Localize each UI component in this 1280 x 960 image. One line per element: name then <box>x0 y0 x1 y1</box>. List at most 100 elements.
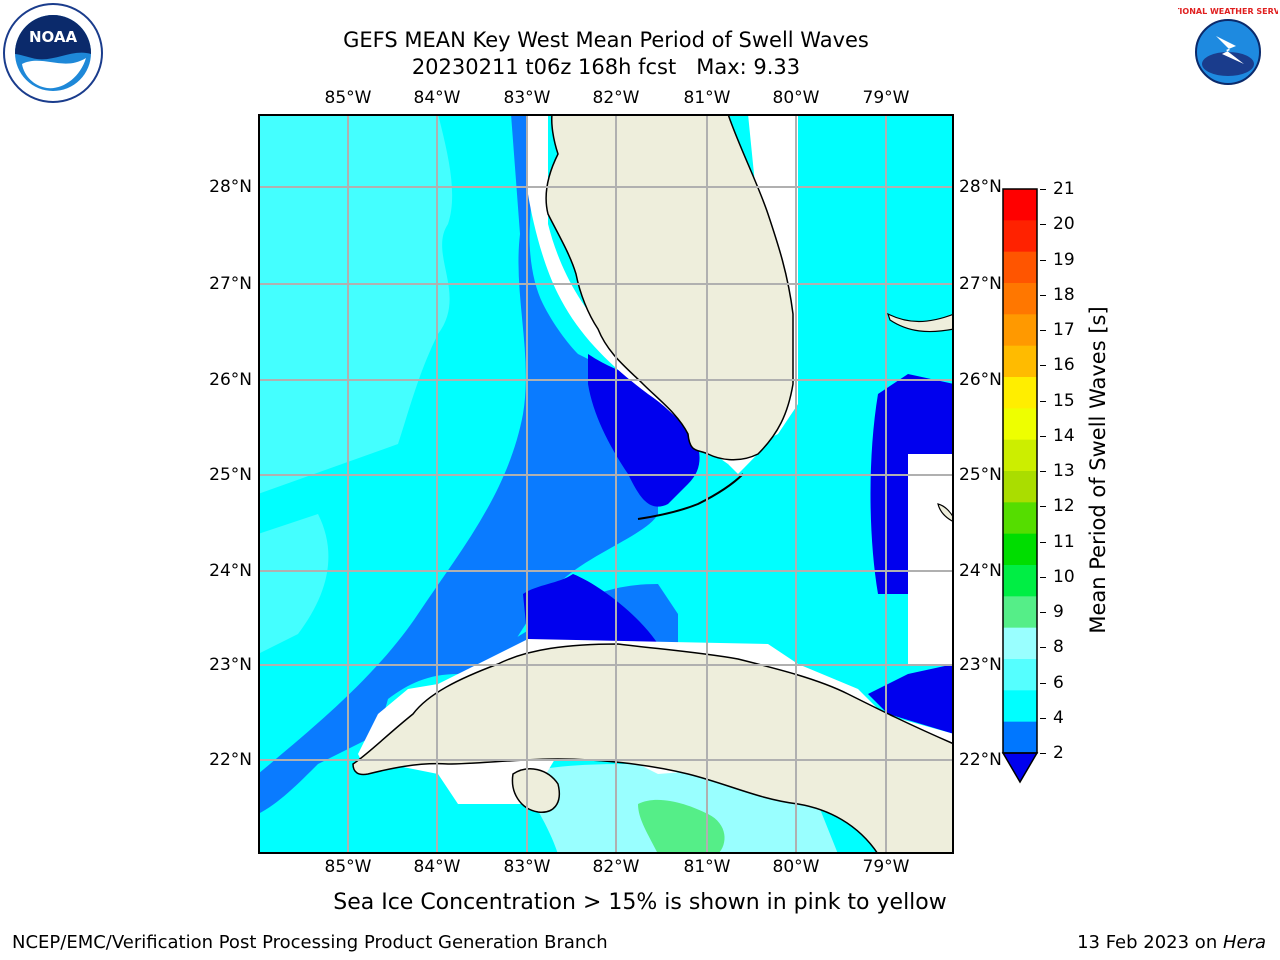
lat-label-right: 26°N <box>959 370 1002 390</box>
lon-label-top: 85°W <box>324 88 372 108</box>
colorbar-tick-mark <box>1040 365 1046 367</box>
footer-branch: NCEP/EMC/Verification Post Processing Pr… <box>12 932 608 953</box>
colorbar-swatch <box>1003 690 1037 723</box>
colorbar-tick-mark <box>1040 682 1046 684</box>
florida-keys <box>637 473 744 520</box>
colorbar-tick-mark <box>1040 330 1046 331</box>
colorbar-swatch <box>1003 314 1037 347</box>
colorbar-swatch <box>1003 533 1037 566</box>
florida-land <box>545 113 794 461</box>
lon-label-bottom: 79°W <box>862 857 910 877</box>
footer-date: 13 Feb 2023 on Hera <box>1077 932 1266 953</box>
colorbar-tick-label: 16 <box>1053 355 1075 376</box>
lat-label-right: 22°N <box>959 750 1002 770</box>
colorbar-tick-label: 6 <box>1053 672 1064 693</box>
colorbar-tick-label: 17 <box>1053 320 1075 340</box>
lon-label-top: 82°W <box>592 88 640 108</box>
colorbar-swatch <box>1003 377 1037 409</box>
colorbar-swatch <box>1003 721 1037 754</box>
colorbar-swatch <box>1003 220 1037 253</box>
lon-label-bottom: 84°W <box>413 857 461 877</box>
nws-logo: NATIONAL WEATHER SERVICE <box>1162 2 1280 102</box>
lat-label-left: 28°N <box>209 177 252 197</box>
swell-band-darkblue-central <box>523 574 658 644</box>
colorbar-swatch <box>1003 659 1037 691</box>
colorbar-tick-mark <box>1040 612 1046 613</box>
title-line-2: 20230211 t06z 168h fcst Max: 9.33 <box>411 55 801 79</box>
swell-band-darkblue-bahamas <box>870 374 954 594</box>
colorbar-tick-mark <box>1040 224 1046 226</box>
lat-label-left: 22°N <box>209 750 252 770</box>
colorbar-tick-label: 8 <box>1053 637 1064 658</box>
footer-host: Hera <box>1222 932 1266 953</box>
noaa-logo-text: NOAA <box>29 28 78 46</box>
colorbar-tick-label: 20 <box>1053 214 1075 235</box>
colorbar-swatch <box>1003 471 1037 503</box>
lon-label-top: 84°W <box>413 88 461 108</box>
colorbar-tick-label: 13 <box>1053 461 1075 481</box>
colorbar-tick-label: 19 <box>1053 249 1075 270</box>
noaa-logo: NOAA <box>2 2 104 104</box>
colorbar-tick-label: 15 <box>1053 390 1075 411</box>
footer-date-text: 13 Feb 2023 on <box>1077 932 1223 953</box>
colorbar-tick-mark <box>1040 294 1046 296</box>
lon-label-bottom: 80°W <box>772 857 820 877</box>
isla-juventud <box>511 768 560 813</box>
swell-band-light-west <box>258 114 453 494</box>
lon-label-bottom: 81°W <box>683 857 731 877</box>
lat-label-left: 25°N <box>209 465 252 485</box>
lat-label-left: 23°N <box>209 655 252 675</box>
nws-logo-text: NATIONAL WEATHER SERVICE <box>1178 7 1278 16</box>
swell-band-green-south <box>638 799 725 854</box>
lon-label-bottom: 82°W <box>592 857 640 877</box>
lat-label-left: 27°N <box>209 274 252 294</box>
colorbar-tick-mark <box>1040 717 1046 719</box>
colorbar-tick-mark <box>1040 753 1046 754</box>
map-panel <box>258 113 955 855</box>
colorbar-extend-arrow <box>1001 752 1039 784</box>
lat-label-right: 23°N <box>959 655 1002 675</box>
colorbar-tick-label: 18 <box>1053 284 1075 305</box>
colorbar-tick-mark <box>1040 541 1046 543</box>
lon-label-bottom: 83°W <box>503 857 551 877</box>
colorbar-tick-mark <box>1040 471 1046 472</box>
lat-label-left: 24°N <box>209 561 252 581</box>
lat-label-right: 25°N <box>959 465 1002 485</box>
title-line-1: GEFS MEAN Key West Mean Period of Swell … <box>343 28 869 52</box>
colorbar-swatch <box>1003 502 1037 535</box>
colorbar-swatch <box>1003 627 1037 660</box>
colorbar-tick-label: 11 <box>1053 531 1075 552</box>
colorbar-tick-label: 2 <box>1053 743 1064 763</box>
colorbar-tick-label: 10 <box>1053 566 1075 587</box>
sea-ice-caption: Sea Ice Concentration > 15% is shown in … <box>333 890 947 915</box>
colorbar-tick-label: 4 <box>1053 707 1064 728</box>
colorbar-swatch <box>1003 251 1037 284</box>
colorbar-tick-mark <box>1040 647 1046 649</box>
colorbar-swatch <box>1003 189 1037 221</box>
coastal-nodata-bahamas <box>908 454 954 664</box>
swell-band-light-west-2 <box>258 514 329 654</box>
colorbar-tick-label: 12 <box>1053 496 1075 517</box>
colorbar-swatch <box>1003 408 1037 441</box>
colorbar-frame <box>1002 188 1038 754</box>
colorbar-swatch <box>1003 596 1037 629</box>
colorbar-swatch <box>1003 439 1037 472</box>
lat-label-right: 24°N <box>959 561 1002 581</box>
colorbar-tick-label: 21 <box>1053 179 1075 199</box>
graticule <box>258 114 954 854</box>
lat-label-right: 28°N <box>959 177 1002 197</box>
colorbar-tick-mark <box>1040 435 1046 437</box>
colorbar <box>1000 186 1040 786</box>
colorbar-swatch <box>1003 283 1037 315</box>
map-frame <box>258 114 954 854</box>
colorbar-label: Mean Period of Swell Waves [s] <box>1086 306 1110 634</box>
colorbar-tick-mark <box>1040 506 1046 508</box>
colorbar-swatches <box>1001 188 1039 784</box>
colorbar-tick-label: 9 <box>1053 602 1064 622</box>
colorbar-swatch <box>1003 345 1037 378</box>
colorbar-swatch <box>1003 565 1037 597</box>
lat-label-left: 26°N <box>209 370 252 390</box>
colorbar-tick-mark <box>1040 259 1046 261</box>
lon-label-top: 83°W <box>503 88 551 108</box>
lon-label-top: 79°W <box>862 88 910 108</box>
